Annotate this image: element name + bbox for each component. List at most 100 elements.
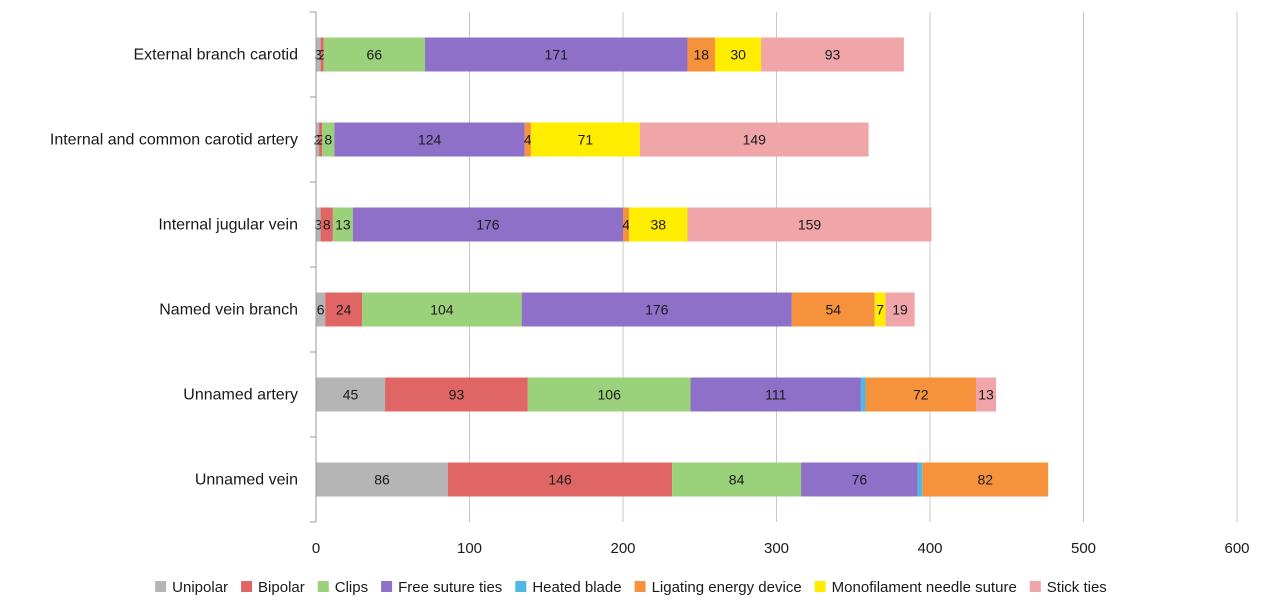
data-label: 13 (335, 217, 351, 233)
bar-segment (530, 122, 640, 157)
data-label: 86 (374, 472, 390, 488)
gridlines (469, 12, 1238, 522)
data-label: 72 (913, 387, 929, 403)
data-label: 176 (476, 217, 500, 233)
legend-swatch (317, 581, 329, 592)
bar-segment (917, 462, 923, 497)
x-tick-label: 500 (1071, 540, 1096, 557)
data-label: 4 (622, 217, 630, 233)
x-tick-label: 0 (312, 540, 320, 557)
bar-segment (687, 37, 716, 72)
bar-segment (316, 37, 321, 72)
data-label: 106 (598, 387, 622, 403)
data-label: 3 (314, 47, 322, 63)
bar-segment (320, 207, 333, 242)
legend-swatch (155, 581, 167, 592)
bar-segment (316, 462, 449, 497)
data-label: 7 (876, 302, 884, 318)
bar-segment (865, 377, 977, 412)
bar-segment (323, 37, 425, 72)
bar-segment (885, 292, 915, 327)
data-label: 13 (978, 387, 994, 403)
data-label: 84 (729, 472, 745, 488)
data-label: 3 (314, 217, 322, 233)
bar-segment (316, 207, 321, 242)
category-label: Unnamed vein (195, 472, 298, 489)
data-label: 76 (852, 472, 868, 488)
data-label: 93 (825, 47, 841, 63)
data-label: 8 (323, 217, 331, 233)
data-label: 2 (318, 47, 326, 63)
data-label: 176 (645, 302, 669, 318)
data-label: 171 (545, 47, 569, 63)
data-label: 6 (317, 302, 325, 318)
bar-segment (332, 207, 353, 242)
data-label: 149 (743, 132, 767, 148)
bar-segment (761, 37, 904, 72)
bar-segment (316, 292, 326, 327)
legend: Unipolar Bipolar Clips Free suture ties Heat… (155, 579, 1107, 596)
legend-label: Stick ties (1047, 579, 1107, 596)
bar-segment (448, 462, 673, 497)
data-label: 2 (317, 132, 325, 148)
data-label: 4 (524, 132, 532, 148)
bar-segment (976, 377, 997, 412)
bar-segment (687, 207, 932, 242)
data-label: 19 (892, 302, 908, 318)
legend-label: Ligating energy device (652, 579, 802, 596)
x-tick-label: 200 (610, 540, 635, 557)
bar-segment (334, 122, 525, 157)
legend-swatch (814, 581, 826, 592)
category-label: Internal and common carotid artery (50, 132, 298, 149)
legend-swatch (241, 581, 253, 592)
bar-segment (629, 207, 688, 242)
data-label: 82 (977, 472, 993, 488)
data-label: 18 (693, 47, 709, 63)
bar-segment (527, 377, 691, 412)
legend-label: Monofilament needle suture (832, 579, 1017, 596)
bar-segment (316, 122, 320, 157)
data-label: 24 (336, 302, 352, 318)
data-label: 71 (578, 132, 594, 148)
legend-label: Heated blade (532, 579, 621, 596)
data-label: 45 (343, 387, 359, 403)
legend-swatch (634, 581, 646, 592)
x-tick-label: 100 (457, 540, 482, 557)
data-label: 8 (324, 132, 332, 148)
data-label: 2 (314, 132, 322, 148)
legend-label: Bipolar (258, 579, 305, 596)
bar-segment (362, 292, 522, 327)
bar-segment (690, 377, 861, 412)
bar-segment (352, 207, 623, 242)
bar-segment (874, 292, 886, 327)
x-tick-label: 400 (917, 540, 942, 557)
data-label: 159 (798, 217, 822, 233)
data-label: 30 (730, 47, 746, 63)
bar-segment (801, 462, 918, 497)
bar-segment (319, 122, 323, 157)
data-label: 54 (826, 302, 842, 318)
bar-segment (424, 37, 688, 72)
data-label: 146 (548, 472, 572, 488)
bar-segment (639, 122, 869, 157)
bar-segment (922, 462, 1049, 497)
bar-segment (860, 377, 866, 412)
legend-swatch (515, 581, 527, 592)
bar-segment (322, 122, 335, 157)
category-label: External branch carotid (133, 47, 298, 64)
bar-segment (325, 292, 363, 327)
x-tick-label: 300 (764, 540, 789, 557)
data-label: 38 (651, 217, 667, 233)
bar-segment (791, 292, 875, 327)
legend-label: Unipolar (172, 579, 228, 596)
x-tick-label: 600 (1224, 540, 1249, 557)
bar-segment (385, 377, 528, 412)
legend-swatch (381, 581, 393, 592)
legend-label: Clips (335, 579, 368, 596)
legend-swatch (1029, 581, 1041, 592)
bar-segment (672, 462, 802, 497)
bar-segment (316, 377, 386, 412)
bar-segment (320, 37, 324, 72)
